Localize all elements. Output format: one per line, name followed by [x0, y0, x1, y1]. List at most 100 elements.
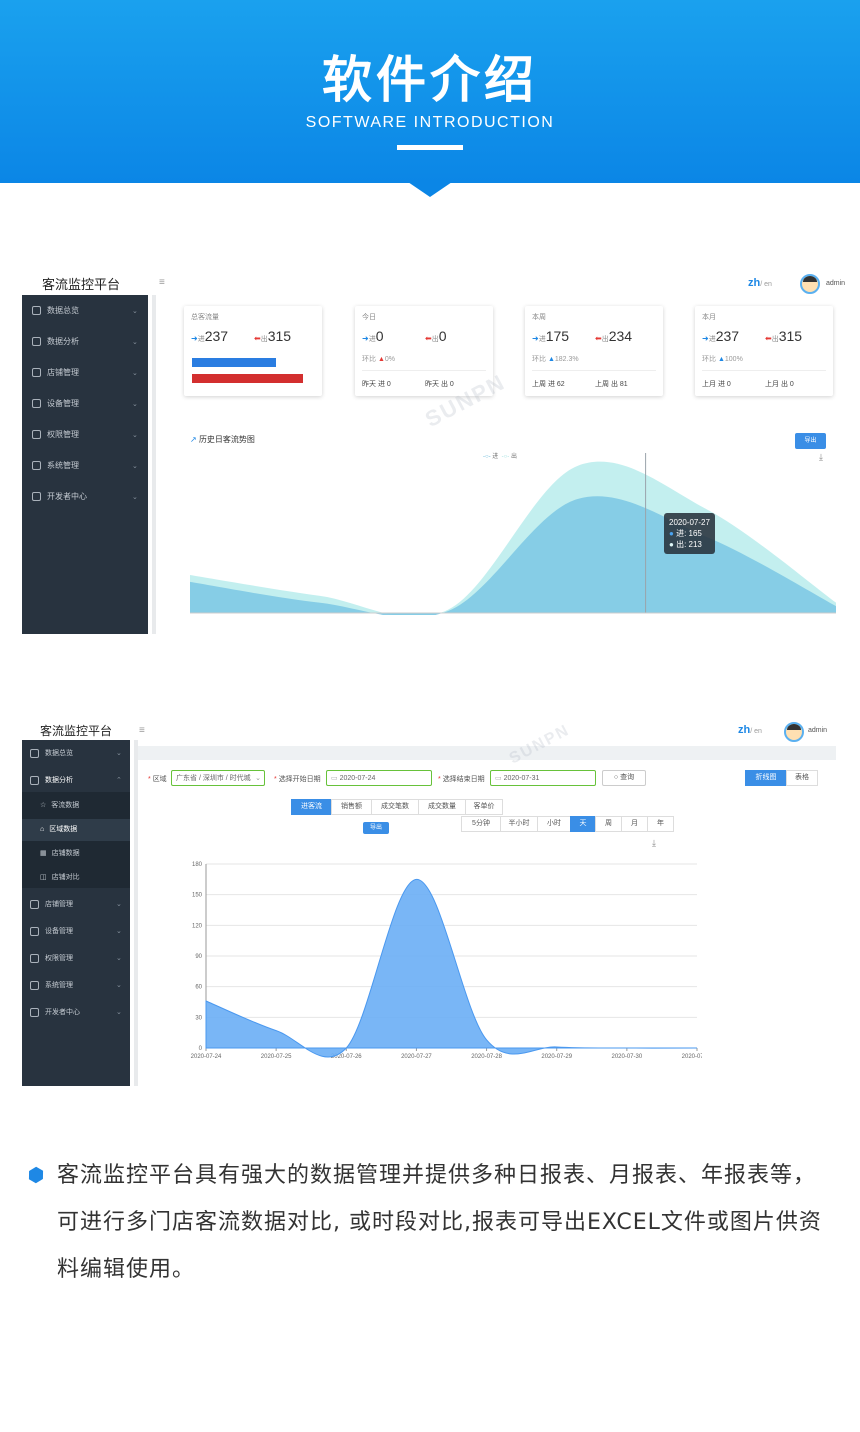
sidebar-item-label: 数据分析 — [45, 777, 73, 784]
tab-in-traffic[interactable]: 进客流 — [291, 799, 332, 815]
language-switch[interactable]: zh/ en — [738, 724, 762, 736]
sidebar-item-devices[interactable]: 设备管理 ⌄ — [32, 398, 142, 409]
end-date-label: * 选择结束日期 — [438, 776, 485, 783]
gran-half-hour[interactable]: 半小时 — [500, 816, 538, 832]
sidebar-item-label: 设备管理 — [45, 928, 73, 935]
watermark: SUNPN — [506, 721, 573, 768]
sidebar-item-analysis[interactable]: 数据分析 ⌃ — [30, 775, 126, 785]
sidebar-item-permissions[interactable]: 权限管理 ⌄ — [32, 429, 142, 440]
search-icon: ○ — [613, 774, 619, 781]
in-label: 进 — [197, 336, 205, 343]
sidebar-subitem-compare[interactable]: ◫ 店铺对比 — [40, 872, 80, 882]
sidebar-item-label: 店铺数据 — [51, 850, 80, 857]
tabs-bar — [138, 746, 836, 760]
region-select[interactable]: 广东省 / 深圳市 / 时代城 ⌄ — [171, 770, 265, 786]
gran-day[interactable]: 天 — [570, 816, 596, 832]
download-icon[interactable]: ⤓ — [652, 838, 656, 848]
chevron-down-icon: ⌄ — [132, 307, 138, 315]
chart-legend[interactable]: -○- 进 -○- 出 — [483, 454, 517, 460]
menu-toggle-icon[interactable]: ≡ — [139, 725, 145, 736]
gran-5min[interactable]: 5分钟 — [461, 816, 501, 832]
language-switch[interactable]: zh/ en — [748, 277, 772, 289]
lang-en[interactable]: / en — [760, 281, 772, 288]
export-button[interactable]: 导出 — [363, 822, 389, 834]
out-label: 出 — [601, 336, 609, 343]
trend-icon: ↗ — [190, 435, 197, 444]
sidebar-item-analysis[interactable]: 数据分析 ⌄ — [32, 336, 142, 347]
query-button[interactable]: ○ 查询 — [602, 770, 646, 786]
developer-icon — [30, 1007, 39, 1017]
lang-en[interactable]: / en — [750, 728, 762, 735]
sidebar-item-overview[interactable]: 数据总览 ⌄ — [30, 748, 126, 758]
chevron-down-icon: ⌄ — [116, 928, 122, 935]
sidebar-item-developer[interactable]: 开发者中心 ⌄ — [30, 1007, 126, 1017]
x-tick-label: 2020-07-25 — [261, 1054, 292, 1060]
card-footer-in: 上月 进 0 — [702, 381, 731, 388]
gran-year[interactable]: 年 — [647, 816, 674, 832]
gran-month[interactable]: 月 — [621, 816, 648, 832]
daily-traffic-area-chart — [190, 453, 836, 615]
start-date-input[interactable]: ▭ 2020-07-24 — [326, 770, 432, 786]
tab-sales[interactable]: 销售额 — [331, 799, 372, 815]
username[interactable]: admin — [826, 280, 846, 287]
download-icon[interactable]: ⤓ — [819, 452, 823, 462]
sidebar-item-permissions[interactable]: 权限管理 ⌄ — [30, 953, 126, 963]
y-tick-label: 150 — [192, 893, 203, 899]
lang-zh[interactable]: zh — [748, 277, 761, 289]
gran-hour[interactable]: 小时 — [537, 816, 571, 832]
chart-icon — [32, 306, 41, 315]
tab-quantity[interactable]: 成交数量 — [418, 799, 466, 815]
card-week: 本周 ➜进175 ⬅出234 环比 ▲182.3% 上周 进 62 上周 出 8… — [525, 306, 663, 396]
avatar[interactable] — [800, 274, 820, 294]
avatar[interactable] — [784, 722, 804, 742]
banner-arrow — [408, 182, 452, 197]
permission-icon — [32, 430, 41, 439]
card-title: 今日 — [362, 314, 376, 321]
username[interactable]: admin — [808, 727, 828, 734]
start-date-label: * 选择开始日期 — [274, 776, 321, 783]
table-tab[interactable]: 表格 — [786, 770, 818, 786]
legend-out[interactable]: 出 — [510, 454, 517, 460]
card-footer-out: 上月 出 0 — [765, 381, 794, 388]
menu-toggle-icon[interactable]: ≡ — [159, 277, 165, 288]
line-chart-tab[interactable]: 折线图 — [745, 770, 787, 786]
end-date-value: 2020-07-31 — [503, 775, 540, 782]
tab-transactions[interactable]: 成交笔数 — [371, 799, 419, 815]
card-in: ➜进175 — [532, 328, 570, 344]
sidebar-item-system[interactable]: 系统管理 ⌄ — [30, 980, 126, 990]
app-logo: 客流监控平台 — [40, 724, 113, 738]
section-subtitle: SOFTWARE INTRODUCTION — [305, 114, 555, 131]
submenu: ☆ 客流数据 ⌂ 区域数据 ▦ 店铺数据 ◫ 店铺对比 — [22, 792, 130, 888]
ratio-label: 环比 — [362, 356, 376, 363]
query-label: 查询 — [620, 774, 635, 781]
chevron-down-icon: ⌄ — [132, 369, 138, 377]
analysis-icon — [30, 775, 39, 785]
sidebar-scrollbar[interactable] — [134, 740, 138, 1086]
view-toggle: 折线图 表格 — [745, 770, 818, 786]
tab-unit-price[interactable]: 客单价 — [465, 799, 503, 815]
sidebar-item-developer[interactable]: 开发者中心 ⌄ — [32, 491, 142, 502]
sidebar-subitem-store[interactable]: ▦ 店铺数据 — [40, 848, 80, 858]
card-title: 总客流量 — [191, 314, 219, 321]
gran-week[interactable]: 周 — [595, 816, 622, 832]
sidebar-item-stores[interactable]: 店铺管理 ⌄ — [30, 899, 126, 909]
sidebar-item-overview[interactable]: 数据总览 ⌄ — [32, 305, 142, 316]
legend-in[interactable]: 进 — [492, 454, 499, 460]
sidebar-item-system[interactable]: 系统管理 ⌄ — [32, 460, 142, 471]
device-icon — [30, 926, 39, 936]
tooltip-out-text: 出: 213 — [676, 540, 702, 549]
card-in: ➜进0 — [362, 328, 384, 344]
card-out: ⬅出315 — [254, 328, 292, 344]
sidebar-subitem-region[interactable]: ⌂ 区域数据 — [40, 824, 77, 834]
sidebar-item-devices[interactable]: 设备管理 ⌄ — [30, 926, 126, 936]
granularity-tabs: 5分钟 半小时 小时 天 周 月 年 — [461, 816, 674, 832]
card-footer-out: 昨天 出 0 — [425, 381, 454, 388]
end-date-input[interactable]: ▭ 2020-07-31 — [490, 770, 596, 786]
sidebar-subitem-traffic[interactable]: ☆ 客流数据 — [40, 800, 79, 810]
export-button[interactable]: 导出 — [795, 433, 826, 449]
card-footer-in: 上周 进 62 — [532, 381, 565, 388]
home-icon: ⌂ — [40, 825, 45, 833]
lang-zh[interactable]: zh — [738, 724, 751, 736]
sidebar-item-stores[interactable]: 店铺管理 ⌄ — [32, 367, 142, 378]
sidebar-scrollbar[interactable] — [152, 295, 156, 634]
